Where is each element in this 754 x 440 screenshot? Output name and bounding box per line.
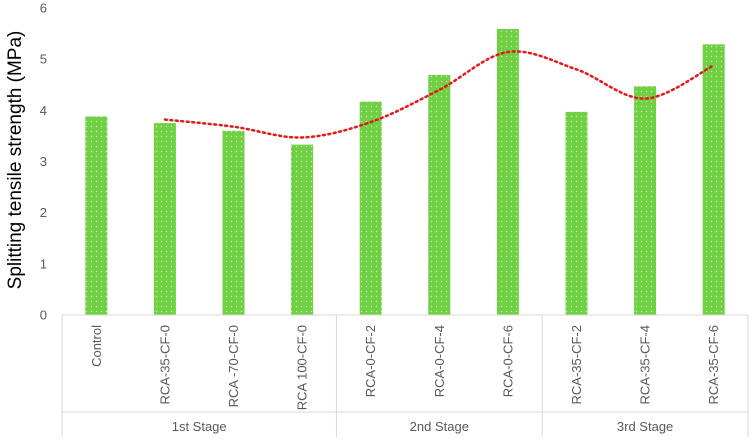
x-tick-label: RCA 100-CF-0 bbox=[295, 325, 310, 410]
x-tick-label: RCA -70-CF-0 bbox=[226, 325, 241, 407]
x-tick-label: RCA-0-CF-4 bbox=[432, 325, 447, 397]
trend-line-path bbox=[163, 50, 715, 139]
bar bbox=[359, 101, 382, 315]
y-tick-label: 6 bbox=[40, 1, 47, 16]
group-label: 2nd Stage bbox=[410, 419, 469, 434]
y-tick-label: 4 bbox=[40, 103, 47, 118]
x-tick-label: Control bbox=[89, 325, 104, 367]
group-label: 3rd Stage bbox=[617, 419, 673, 434]
y-tick-label: 3 bbox=[40, 154, 47, 169]
y-tick-label: 2 bbox=[40, 205, 47, 220]
bar bbox=[634, 86, 657, 315]
bar bbox=[702, 44, 725, 315]
y-tick-label: 1 bbox=[40, 256, 47, 271]
bar bbox=[428, 75, 451, 315]
bar bbox=[565, 111, 588, 315]
y-axis-ticks: 0 1 2 3 4 5 6 bbox=[40, 1, 47, 323]
x-tick-label: RCA-35-CF-0 bbox=[157, 325, 172, 404]
x-tick-label: RCA-0-CF-2 bbox=[363, 325, 378, 397]
y-tick-label: 0 bbox=[40, 308, 47, 323]
trend-line bbox=[163, 50, 715, 139]
bar bbox=[291, 144, 314, 315]
bar bbox=[85, 116, 108, 316]
y-axis-title: Splitting tensile strength (MPa) bbox=[5, 31, 26, 290]
bar bbox=[153, 123, 176, 315]
x-tick-label: RCA-35-CF-4 bbox=[638, 325, 653, 404]
x-tick-label: RCA-35-CF-6 bbox=[706, 325, 721, 404]
bar bbox=[496, 28, 519, 315]
bars bbox=[85, 28, 725, 316]
x-tick-label: RCA-35-CF-2 bbox=[569, 325, 584, 404]
y-tick-label: 5 bbox=[40, 52, 47, 67]
x-axis: Control RCA-35-CF-0 RCA -70-CF-0 RCA 100-CF… bbox=[61, 314, 749, 437]
x-tick-label: RCA-0-CF-6 bbox=[500, 325, 515, 397]
group-label: 1st Stage bbox=[172, 419, 227, 434]
bar bbox=[222, 130, 245, 315]
